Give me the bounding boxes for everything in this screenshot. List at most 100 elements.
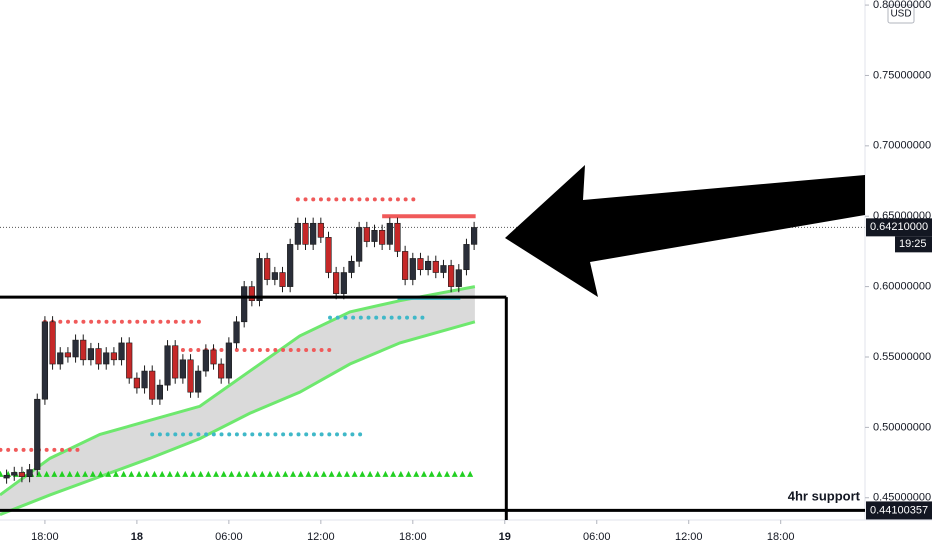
level-triangle	[436, 470, 443, 477]
candle-body	[72, 339, 79, 358]
level-triangle	[59, 470, 66, 477]
candle-body	[310, 222, 317, 245]
level-triangle	[405, 470, 412, 477]
candle-body	[440, 265, 447, 273]
currency: USD	[890, 9, 911, 20]
candle-body	[110, 352, 117, 361]
plot-area	[0, 197, 865, 517]
cloud-fill	[0, 286, 475, 515]
candle-body	[271, 272, 278, 280]
y-tick-label: 0.80000000	[873, 0, 931, 11]
candle-body	[325, 237, 332, 273]
candle-body	[156, 384, 163, 400]
candle-body	[133, 377, 140, 389]
y-tick-label: 0.70000000	[873, 140, 931, 152]
arrow	[505, 165, 865, 297]
candle-body	[179, 359, 186, 379]
candle-body	[210, 349, 217, 365]
candle-body	[41, 321, 49, 400]
candle-body	[49, 321, 56, 365]
cloud-upper	[0, 285, 476, 497]
candle-body	[302, 222, 309, 245]
candle-body	[80, 339, 87, 361]
level-triangle	[120, 470, 127, 477]
candle-body	[379, 229, 386, 245]
candle-body	[18, 472, 26, 477]
countdown: 19:25	[899, 238, 927, 250]
last-price-label: 0.64210000	[870, 221, 928, 233]
level-triangle	[112, 470, 119, 477]
level-triangle	[197, 470, 204, 477]
level-triangle	[0, 470, 4, 477]
candle-body	[371, 229, 378, 242]
level-triangle	[374, 470, 381, 477]
candle-body	[317, 222, 324, 238]
candle-body	[455, 269, 462, 287]
candle-body	[3, 474, 10, 479]
y-tick-label: 0.55000000	[873, 351, 931, 363]
level-triangle	[259, 470, 266, 477]
x-tick-label: 06:00	[215, 531, 243, 543]
level-triangle	[159, 470, 166, 477]
level-triangle	[128, 470, 135, 477]
candle-body	[57, 352, 64, 365]
candle-body	[264, 258, 271, 280]
candle-body	[87, 348, 94, 361]
level-triangle	[35, 470, 42, 477]
candle-body	[11, 472, 18, 476]
candle-body	[118, 342, 125, 361]
level-triangle	[328, 470, 335, 477]
level-triangle	[105, 470, 112, 477]
level-triangle	[182, 470, 189, 477]
level-triangle	[205, 470, 212, 477]
x-tick-label: 18:00	[767, 531, 795, 543]
last-price-tag	[866, 218, 932, 237]
candle-body	[187, 359, 194, 393]
candle-body	[432, 260, 439, 273]
level-triangle	[228, 470, 235, 477]
level-triangle	[97, 470, 104, 477]
candle-body	[202, 349, 209, 372]
level-triangle	[297, 470, 304, 477]
candle-body	[463, 244, 470, 271]
level-triangle	[166, 470, 173, 477]
level-triangle	[397, 470, 404, 477]
candle-body	[149, 370, 156, 400]
candle-body	[425, 260, 432, 271]
level-triangle	[320, 470, 327, 477]
candle-body	[233, 321, 240, 344]
support-tag	[866, 501, 932, 520]
level-triangle	[189, 470, 196, 477]
x-tick-label: 19	[499, 531, 511, 543]
level-triangle	[143, 470, 150, 477]
annotation: 4hr support	[788, 488, 861, 503]
candle-body	[348, 260, 355, 273]
candle-body	[363, 227, 370, 242]
level-triangle	[151, 470, 158, 477]
level-triangle	[444, 470, 451, 477]
level-triangle	[451, 470, 458, 477]
candle-body	[471, 227, 478, 245]
level-triangle	[313, 470, 320, 477]
x-tick-label: 06:00	[583, 531, 611, 543]
candle-body	[225, 342, 232, 379]
level-triangle	[428, 470, 435, 477]
y-tick-label: 0.75000000	[873, 69, 931, 81]
candle-body	[287, 244, 294, 287]
candle-body	[218, 363, 225, 379]
level-triangle	[467, 470, 474, 477]
level-triangle	[66, 470, 73, 477]
cloud-lower	[0, 320, 476, 517]
x-tick-label: 12:00	[675, 531, 703, 543]
level-triangle	[251, 470, 258, 477]
candle-body	[279, 272, 286, 287]
level-triangle	[74, 470, 81, 477]
candle-body	[241, 286, 248, 323]
level-triangle	[236, 470, 243, 477]
level-triangle	[336, 470, 343, 477]
candle-body	[256, 258, 263, 301]
candle-body	[417, 258, 424, 271]
candle-body	[248, 286, 255, 301]
candle-body	[409, 258, 416, 280]
